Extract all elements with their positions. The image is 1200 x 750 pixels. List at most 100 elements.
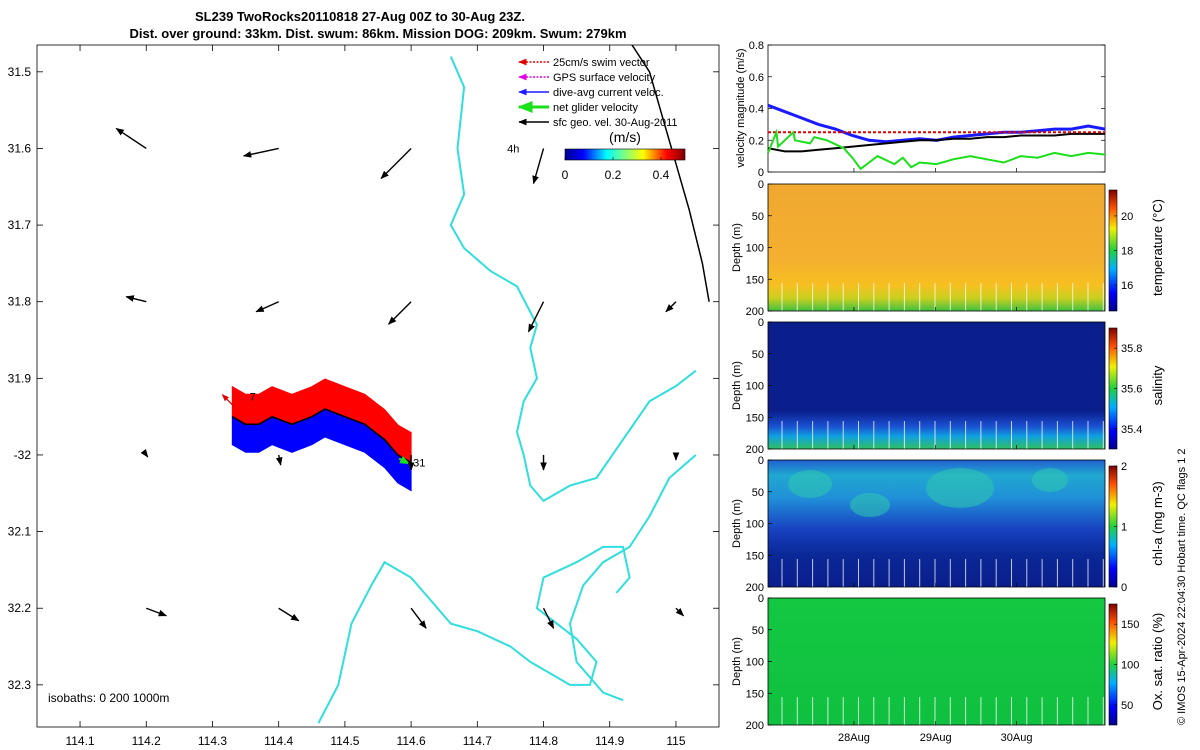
legend-label: net glider velocity bbox=[553, 102, 638, 114]
colorbar-tick-label: 35.8 bbox=[1121, 343, 1142, 355]
current-vector-arrow bbox=[125, 295, 147, 303]
legend-label: sfc geo. vel. 30-Aug-2011 bbox=[553, 117, 678, 129]
velocity-y-tick-label: 0.8 bbox=[749, 40, 764, 52]
depth-tick-label: 50 bbox=[752, 487, 764, 499]
colorbar-tick-label: 2 bbox=[1121, 461, 1127, 473]
colorbar-tick-label: 0 bbox=[562, 168, 569, 182]
net-velocity-arrow bbox=[398, 456, 411, 465]
colorbar-tick-label: 50 bbox=[1121, 700, 1133, 712]
map-y-tick-label: 31.5 bbox=[8, 65, 32, 79]
velocity-series-line bbox=[767, 132, 1105, 153]
current-vector-arrow bbox=[542, 607, 555, 629]
legend-label: GPS surface velocity bbox=[553, 72, 656, 84]
section-oxygen: 0 50 100 150 200 Depth (m) 50 100 150 Ox. sat. ra… bbox=[731, 593, 1165, 732]
colorbar-tick-label: 150 bbox=[1121, 619, 1139, 631]
track-label-start: 31 bbox=[413, 458, 425, 470]
velocity-y-tick-label: 0.6 bbox=[749, 72, 764, 84]
colorbar-tick-label: 16 bbox=[1121, 280, 1133, 292]
isobath-1000-line bbox=[317, 545, 631, 724]
current-vector-arrow bbox=[388, 301, 412, 325]
glider-track bbox=[231, 408, 412, 464]
depth-tick-label: 0 bbox=[758, 179, 764, 191]
map-y-tick-label: 32.1 bbox=[8, 525, 32, 539]
map-y-tick-label: -32 bbox=[14, 448, 32, 462]
isobath-200-line bbox=[568, 454, 697, 702]
depth-axis-label: Depth (m) bbox=[731, 361, 743, 410]
temperature-field bbox=[768, 184, 1105, 311]
depth-axis-label: Depth (m) bbox=[731, 223, 743, 272]
velocity-panel: 0 0.2 0.4 0.6 0.8 velocity magnitude (m/s) bbox=[735, 40, 1106, 179]
velocity-lines bbox=[767, 103, 1106, 171]
salinity-colorbar-label: salinity bbox=[1150, 365, 1165, 405]
map-x-tick-label: 114.4 bbox=[264, 734, 293, 748]
coastline bbox=[631, 45, 710, 302]
depth-tick-label: 100 bbox=[746, 243, 764, 255]
isobath-200-line bbox=[449, 56, 697, 503]
map-y-tick-label: 31.6 bbox=[8, 141, 32, 155]
colorbar-tick-label: 35.6 bbox=[1121, 384, 1142, 396]
time-tick-label: 29Aug bbox=[920, 732, 952, 744]
depth-tick-label: 0 bbox=[758, 455, 764, 467]
depth-tick-label: 150 bbox=[746, 688, 764, 700]
current-vector-arrow bbox=[665, 301, 677, 313]
colorbar-tick-label: 0 bbox=[1121, 582, 1127, 594]
temperature-colorbar-label: temperature (°C) bbox=[1150, 199, 1165, 296]
arrow-scale-label: 4h bbox=[507, 143, 519, 155]
map-x-tick-label: 115 bbox=[666, 734, 685, 748]
colorbar-tick-label: 20 bbox=[1121, 211, 1133, 223]
colorbar-tick-label: 0.4 bbox=[653, 168, 670, 182]
velocity-y-tick-label: 0 bbox=[758, 167, 764, 179]
map-content: 31 7 4h bbox=[115, 45, 710, 724]
section-salinity: 0 50 100 150 200 Depth (m) 35.4 35.6 35.8 salinit… bbox=[731, 317, 1165, 456]
depth-tick-label: 50 bbox=[752, 211, 764, 223]
depth-tick-label: 200 bbox=[746, 582, 764, 594]
velocity-frame bbox=[767, 44, 1106, 173]
velocity-axes: 0 0.2 0.4 0.6 0.8 bbox=[749, 40, 1105, 179]
title-line-1: SL239 TwoRocks20110818 27-Aug 00Z to 30-… bbox=[195, 9, 525, 24]
map-x-tick-label: 114.6 bbox=[397, 734, 426, 748]
depth-tick-label: 0 bbox=[758, 317, 764, 329]
depth-tick-label: 100 bbox=[746, 381, 764, 393]
section-chl-a: 0 50 100 150 200 Depth (m) 0 1 2 chl-a (mg m-3) bbox=[731, 455, 1165, 594]
colorbar-tick-label: 100 bbox=[1121, 660, 1139, 672]
map-y-tick-label: 31.9 bbox=[8, 371, 32, 385]
map-background bbox=[37, 45, 719, 727]
map-y-tick-label: 31.7 bbox=[8, 218, 32, 232]
current-vector-arrow bbox=[527, 301, 545, 333]
time-axis: 28Aug 29Aug 30Aug bbox=[838, 168, 1032, 744]
section-temperature: 0 50 100 150 200 Depth (m) 16 18 20 temperature (… bbox=[731, 179, 1165, 318]
current-vector-arrow bbox=[278, 607, 300, 622]
colorbar-label: (m/s) bbox=[609, 129, 641, 145]
time-tick-label: 28Aug bbox=[838, 732, 870, 744]
isobaths-label: isobaths: 0 200 1000m bbox=[48, 691, 169, 705]
velocity-y-tick-label: 0.2 bbox=[749, 135, 764, 147]
current-vector-arrow bbox=[146, 607, 168, 617]
map-frame bbox=[36, 44, 720, 728]
current-vector-arrow bbox=[255, 301, 279, 313]
colorbar-tick-label: 0.2 bbox=[605, 168, 622, 182]
depth-axis-label: Depth (m) bbox=[731, 499, 743, 548]
depth-tick-label: 100 bbox=[746, 657, 764, 669]
map-x-tick-label: 114.2 bbox=[132, 734, 161, 748]
depth-tick-label: 200 bbox=[746, 444, 764, 456]
current-vector-arrow bbox=[675, 607, 685, 617]
oxygen-field bbox=[768, 598, 1105, 725]
map-y-tick-label: 32.2 bbox=[8, 601, 32, 615]
colorbar-tick-label: 35.4 bbox=[1121, 424, 1142, 436]
map-y-tick-label: 31.8 bbox=[8, 295, 32, 309]
current-vector-arrow bbox=[380, 147, 412, 180]
depth-tick-label: 100 bbox=[746, 519, 764, 531]
salinity-field bbox=[768, 322, 1105, 449]
map-x-tick-label: 114.3 bbox=[198, 734, 227, 748]
depth-tick-label: 50 bbox=[752, 625, 764, 637]
colorbar-tick-label: 18 bbox=[1121, 246, 1133, 258]
velocity-ylabel: velocity magnitude (m/s) bbox=[735, 48, 747, 167]
map-x-tick-label: 114.5 bbox=[330, 734, 359, 748]
swim-vector-arrow bbox=[221, 394, 235, 408]
depth-tick-label: 150 bbox=[746, 550, 764, 562]
depth-tick-label: 150 bbox=[746, 274, 764, 286]
depth-axis-label: Depth (m) bbox=[731, 637, 743, 686]
velocity-series-line bbox=[767, 128, 1106, 171]
